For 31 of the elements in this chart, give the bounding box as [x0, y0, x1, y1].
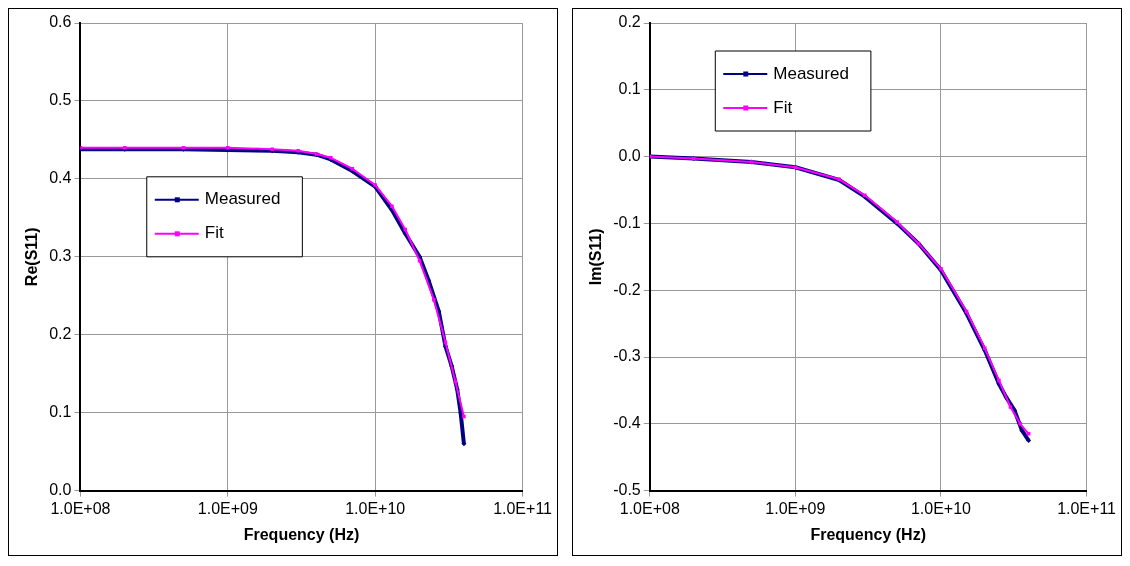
y-axis-title: Im(S11) [587, 228, 605, 286]
y-tick-label: 0.1 [49, 403, 72, 421]
y-tick-label: 0.3 [49, 247, 72, 265]
legend-label: Fit [204, 223, 224, 243]
y-axis-title: Re(S11) [23, 227, 41, 287]
y-tick-label: 0.4 [49, 169, 72, 187]
legend-label: Measured [204, 189, 281, 209]
x-tick-label: 1.0E+10 [345, 499, 406, 517]
y-tick-label: 0.0 [618, 147, 641, 165]
x-tick-label: 1.0E+11 [1057, 499, 1117, 517]
y-tick-label: 0.0 [49, 481, 72, 499]
legend-label: Fit [773, 97, 793, 117]
y-tick-label: 0.2 [49, 325, 72, 343]
y-tick-label: 0.2 [618, 13, 641, 31]
y-tick-label: 0.1 [618, 80, 641, 98]
y-tick-label: -0.1 [613, 213, 641, 231]
y-tick-label: -0.3 [613, 347, 641, 365]
x-tick-label: 1.0E+09 [765, 499, 826, 517]
y-tick-label: -0.4 [613, 414, 641, 432]
x-axis-title: Frequency (Hz) [243, 525, 360, 543]
x-tick-label: 1.0E+11 [493, 499, 553, 517]
x-tick-label: 1.0E+08 [619, 499, 680, 517]
y-tick-label: 0.6 [49, 13, 72, 31]
y-tick-label: -0.5 [613, 481, 641, 499]
x-tick-label: 1.0E+09 [197, 499, 258, 517]
x-tick-label: 1.0E+10 [910, 499, 972, 517]
legend-label: Measured [773, 63, 849, 83]
y-tick-label: 0.5 [49, 91, 72, 109]
x-tick-label: 1.0E+08 [50, 499, 111, 517]
x-axis-title: Frequency (Hz) [810, 525, 926, 543]
y-tick-label: -0.2 [613, 280, 641, 298]
